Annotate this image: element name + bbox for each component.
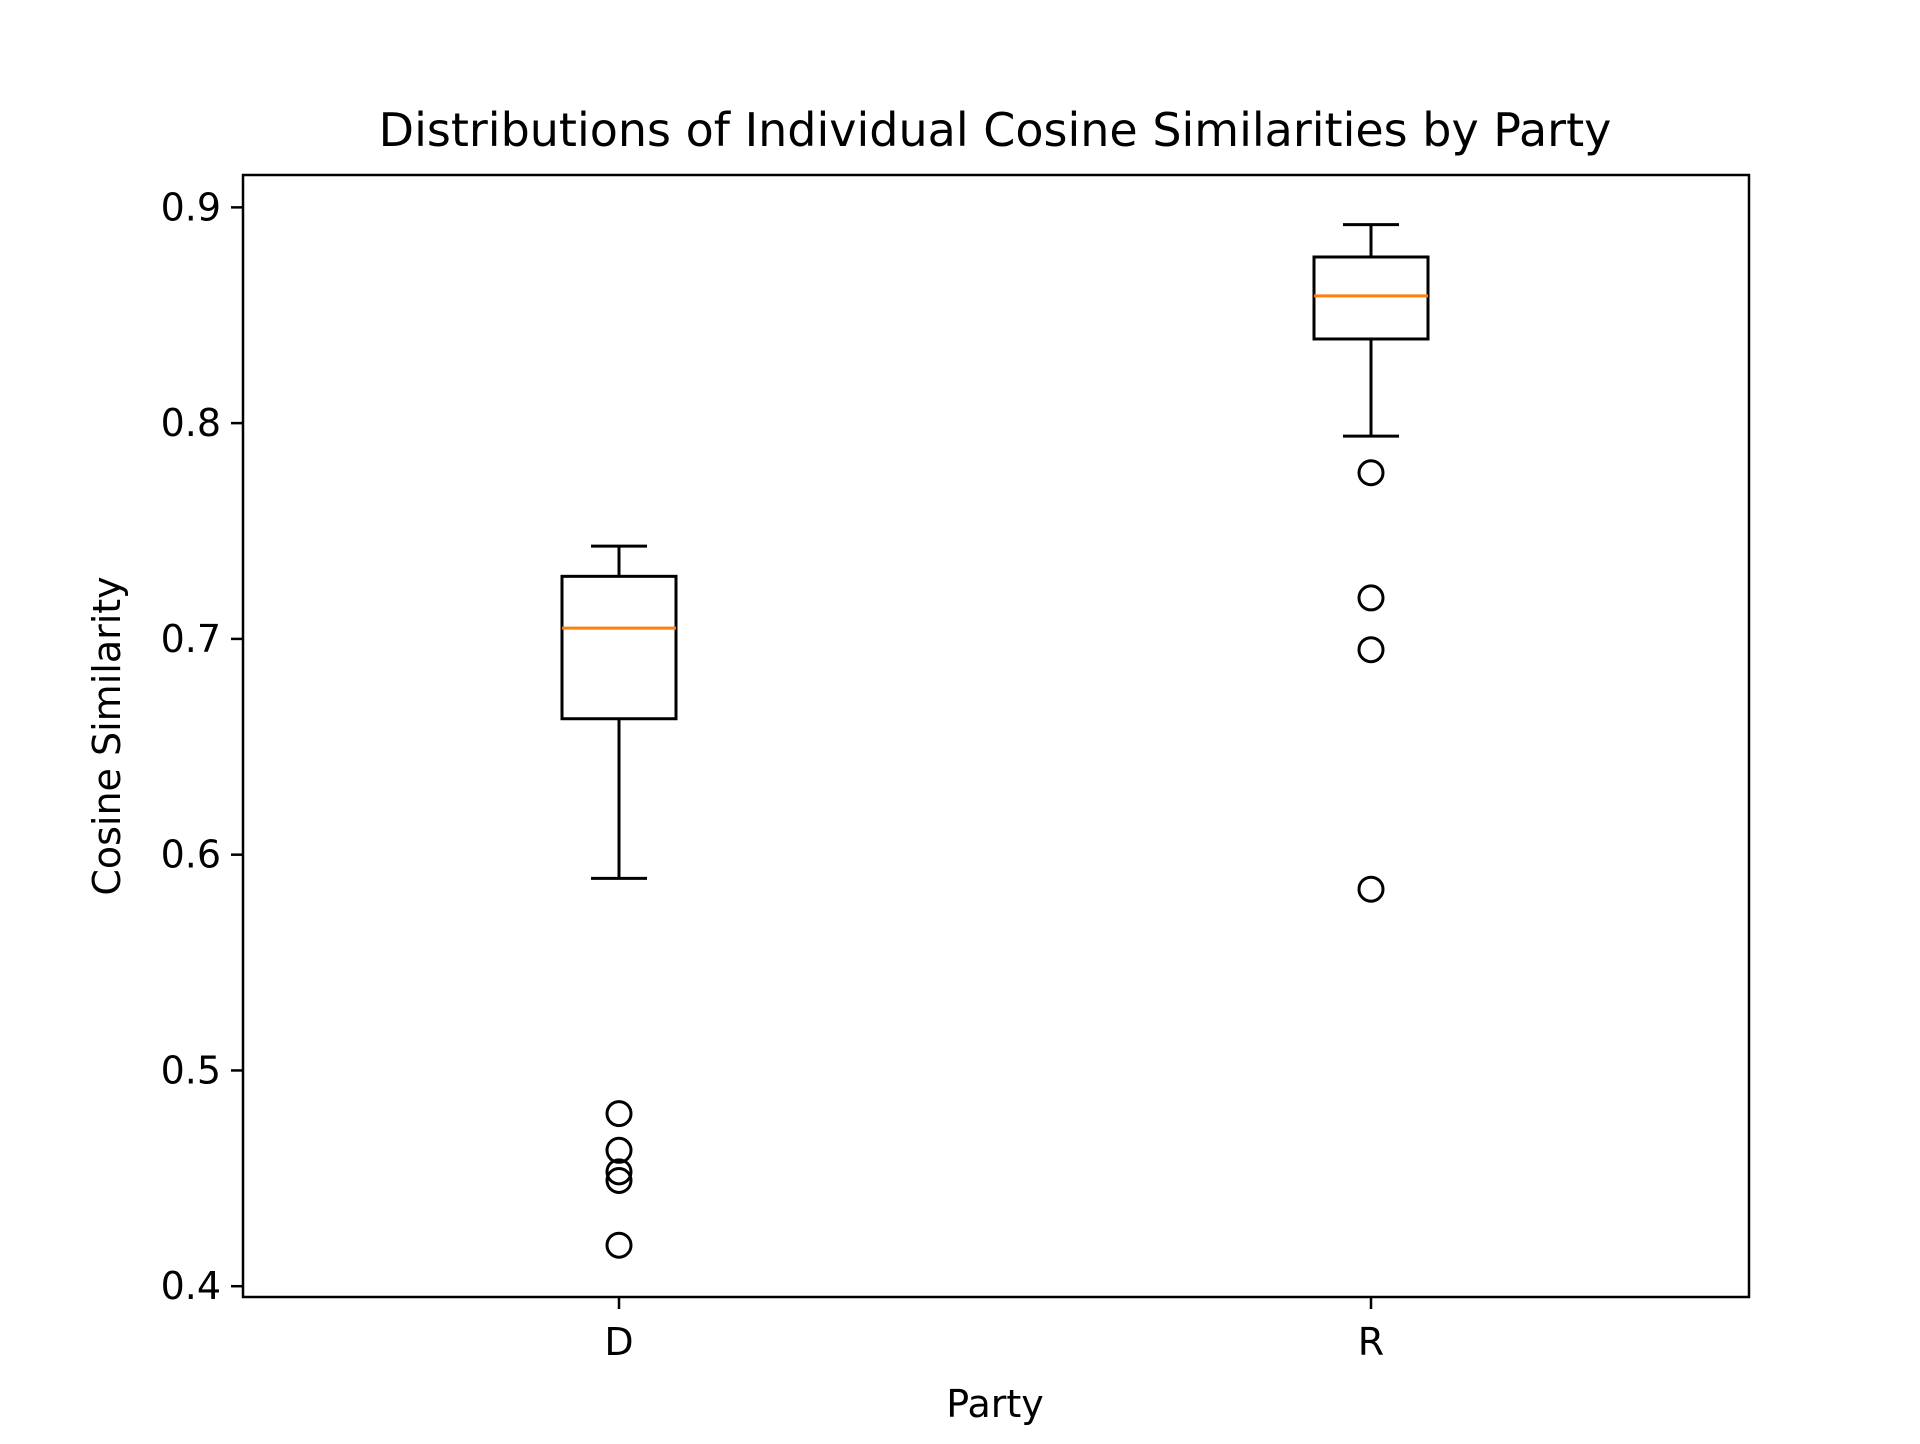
x-tick-label: R <box>1358 1320 1384 1364</box>
x-tick-label: D <box>604 1320 633 1364</box>
outlier-point <box>605 1231 633 1259</box>
outlier-point <box>605 1100 633 1128</box>
box-group-D <box>560 544 678 1259</box>
y-tick-label: 0.7 <box>161 617 221 661</box>
y-axis: 0.4 0.5 0.6 0.7 0.8 0.9 <box>161 185 243 1308</box>
outlier-point <box>605 1166 633 1194</box>
iqr-box <box>1312 255 1430 341</box>
box-group-R <box>1312 223 1430 903</box>
outlier-point <box>1357 584 1385 612</box>
y-tick-label: 0.9 <box>161 185 221 229</box>
y-tick-label: 0.4 <box>161 1264 221 1308</box>
outlier-point <box>1357 875 1385 903</box>
y-axis-label: Cosine Similarity <box>85 576 129 895</box>
y-tick-label: 0.8 <box>161 401 221 445</box>
outlier-point <box>605 1136 633 1164</box>
outlier-point <box>1357 636 1385 664</box>
y-tick-label: 0.6 <box>161 833 221 877</box>
axes-frame <box>241 173 1751 1299</box>
x-axis-label: Party <box>946 1382 1044 1426</box>
plot-area <box>560 223 1430 1259</box>
iqr-box <box>560 574 678 721</box>
outlier-point <box>605 1158 633 1186</box>
chart-title: Distributions of Individual Cosine Simil… <box>379 103 1612 157</box>
outlier-point <box>1357 459 1385 487</box>
y-tick-label: 0.5 <box>161 1048 221 1092</box>
